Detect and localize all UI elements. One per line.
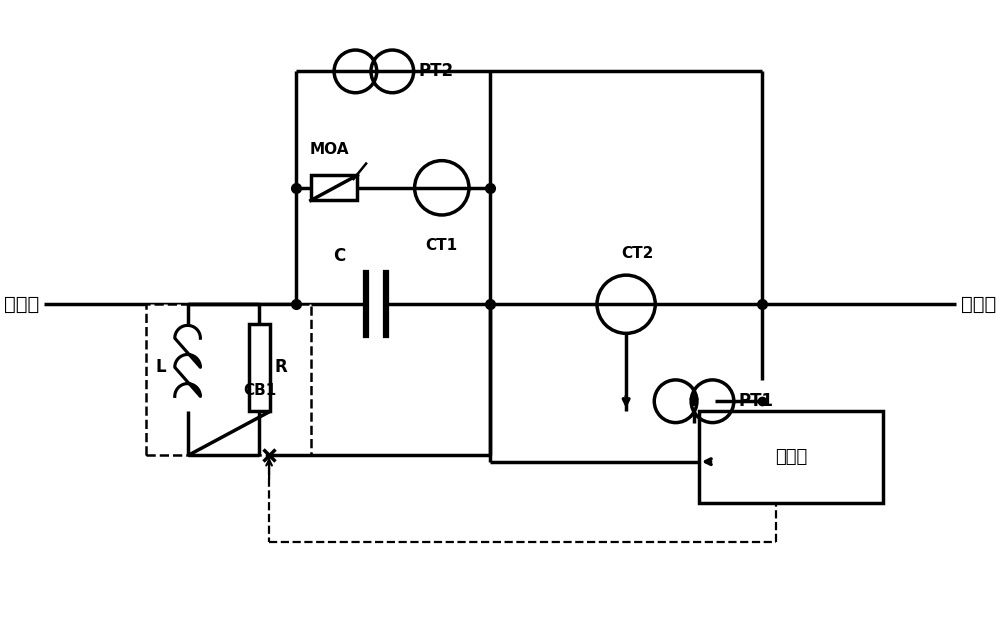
Text: CT2: CT2 [621, 246, 654, 261]
Text: R: R [274, 358, 287, 376]
Bar [146, 305, 311, 455]
Text: PT1: PT1 [739, 392, 774, 410]
Text: 负载侧: 负载侧 [961, 295, 996, 314]
Text: 控制器: 控制器 [775, 448, 807, 466]
Text: MOA: MOA [309, 142, 349, 157]
Bar [311, 175, 357, 200]
Text: CB1: CB1 [243, 383, 276, 398]
Text: L: L [156, 358, 166, 376]
Text: PT2: PT2 [419, 62, 454, 80]
Bar [699, 411, 883, 503]
Text: 电源侧: 电源侧 [4, 295, 39, 314]
Text: CT1: CT1 [426, 238, 458, 253]
Text: C: C [333, 248, 345, 265]
Bar [249, 324, 270, 411]
